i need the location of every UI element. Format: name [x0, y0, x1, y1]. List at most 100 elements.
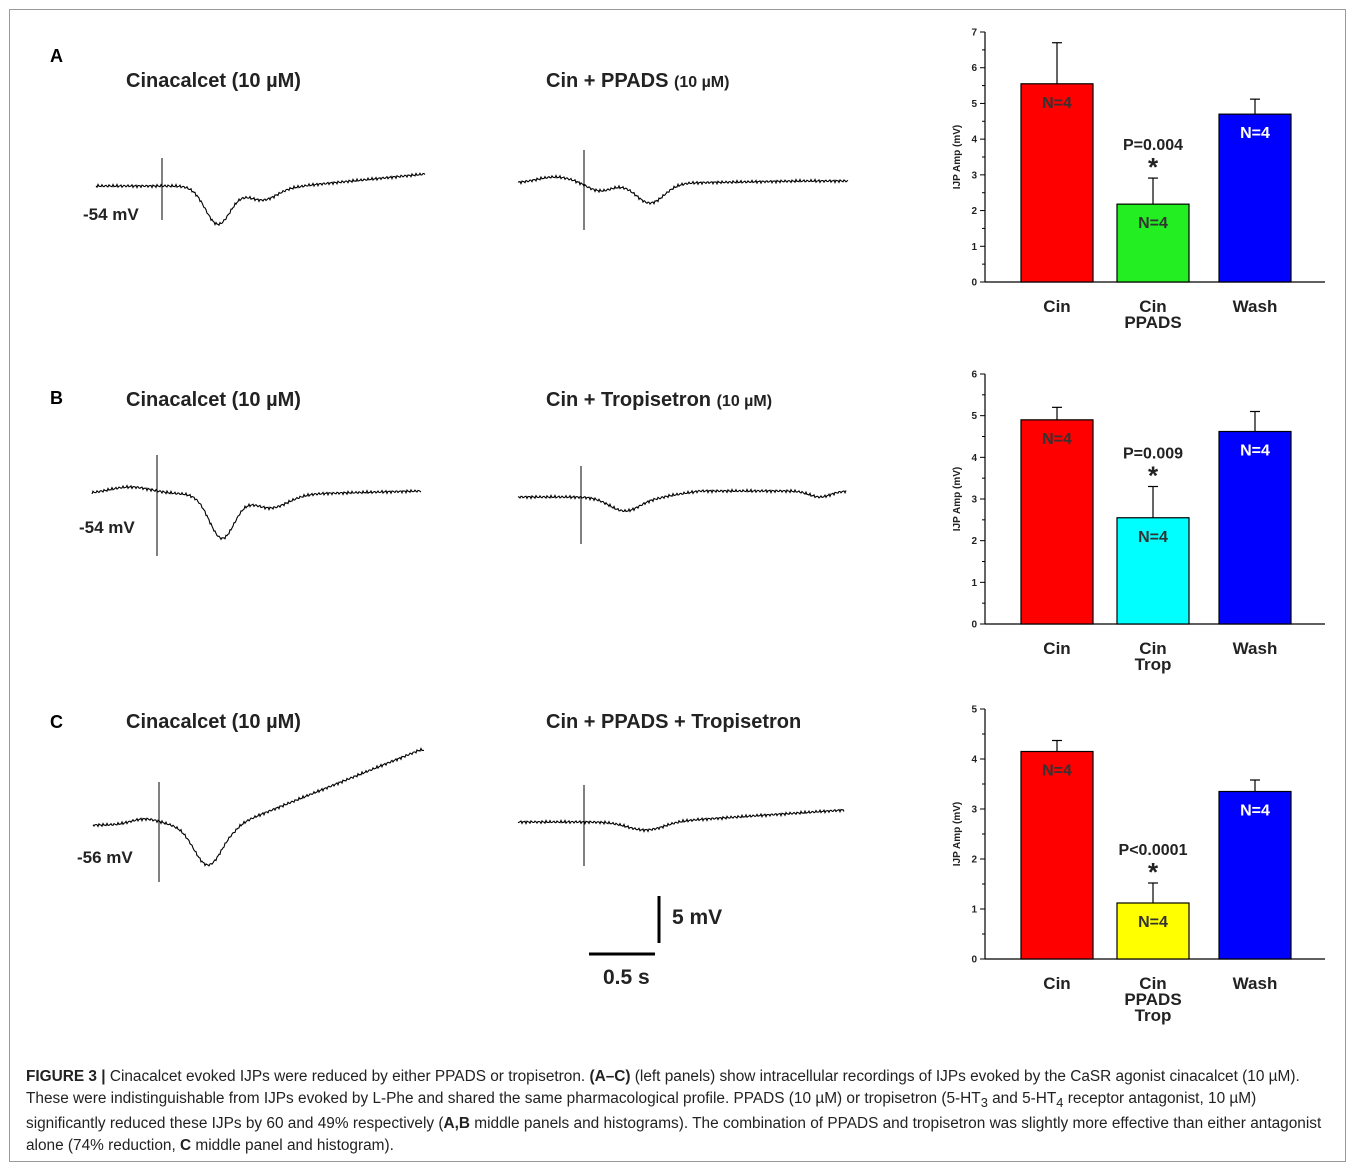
caption-sub-1: 3 — [980, 1094, 988, 1110]
chart-c-y-tick-label: 4 — [971, 755, 977, 766]
caption-text-3: and 5-HT — [987, 1089, 1057, 1107]
caption-text-5: middle panels and histograms). The combi… — [26, 1115, 1322, 1154]
trace-b-tropisetron — [517, 488, 847, 513]
chart-b-significance-star: * — [1148, 461, 1159, 491]
chart-a-n-label-2: N=4 — [1240, 125, 1270, 142]
caption-text-1: Cinacalcet evoked IJPs were reduced by e… — [105, 1068, 590, 1085]
chart-c-category-label-1: PPADS — [1124, 990, 1181, 1009]
chart-c-y-tick-label: 3 — [971, 805, 977, 816]
chart-b-n-label-1: N=4 — [1138, 529, 1168, 546]
chart-c-bar-1 — [1116, 902, 1190, 960]
chart-a-category-label-2: Wash — [1233, 297, 1278, 316]
panel-a-right-title: Cin + PPADS (10 µM) — [546, 70, 729, 93]
trace-a-ppads — [517, 174, 849, 206]
chart-b-y-tick-label: 4 — [971, 453, 977, 464]
trace-c-cinacalcet — [92, 747, 425, 867]
chart-a-bar-1 — [1116, 203, 1190, 283]
chart-a-p-value: P=0.004 — [1123, 137, 1183, 154]
caption-text-4: receptor antagonist, 10 µM) significantl… — [26, 1089, 1257, 1133]
chart-a-y-axis-label: IJP Amp (mV) — [952, 125, 963, 189]
chart-a-significance-star: * — [1148, 152, 1159, 182]
panel-a-right-title-conc: (10 µM) — [674, 74, 730, 91]
panel-c-right-title: Cin + PPADS + Tropisetron — [546, 711, 801, 734]
chart-c-y-tick-label: 2 — [971, 855, 977, 866]
panel-c-right-title-main: Cin + PPADS + Tropisetron — [546, 711, 802, 733]
chart-c-n-label-0: N=4 — [1042, 763, 1072, 780]
chart-b-category-label-1: Trop — [1135, 655, 1172, 674]
panel-label-b: B — [50, 388, 63, 408]
chart-b-y-tick-label: 1 — [971, 578, 977, 589]
panel-b-right-title-conc: (10 µM) — [716, 393, 773, 410]
chart-b-bar-2 — [1218, 430, 1292, 625]
panel-b-left-title: Cinacalcet (10 µM) — [126, 389, 301, 411]
chart-a-category-label-0: Cin — [1043, 297, 1070, 316]
caption-sub-2: 4 — [1056, 1094, 1064, 1110]
chart-b-y-tick-label: 5 — [971, 411, 977, 422]
figure-frame — [9, 9, 1346, 1162]
panel-c-left-title: Cinacalcet (10 µM) — [126, 711, 301, 733]
panel-b-right-title: Cin + Tropisetron (10 µM) — [546, 389, 772, 412]
trace-c-ppads-tropisetron — [517, 808, 845, 833]
chart-a-y-tick-label: 5 — [971, 99, 977, 110]
scale-bar-voltage-label: 5 mV — [672, 906, 723, 929]
chart-b-y-tick-label: 3 — [971, 495, 977, 506]
chart-c-n-label-1: N=4 — [1138, 914, 1168, 931]
chart-a-y-tick-label: 0 — [971, 278, 977, 289]
caption-bold-1: (A–C) — [589, 1068, 631, 1085]
scale-bar-time-label: 0.5 s — [603, 966, 650, 989]
chart-b-n-label-2: N=4 — [1240, 443, 1270, 460]
chart-c-y-tick-label: 0 — [971, 955, 977, 966]
chart-c-bar-0 — [1020, 750, 1094, 960]
panel-label-c: C — [50, 712, 63, 732]
chart-b-bar-0 — [1020, 419, 1094, 625]
panel-label-a: A — [50, 46, 63, 66]
chart-a-n-label-0: N=4 — [1042, 95, 1072, 112]
chart-b-p-value: P=0.009 — [1123, 446, 1183, 463]
chart-c-y-tick-label: 1 — [971, 905, 977, 916]
chart-b-category-label-0: Cin — [1043, 639, 1070, 658]
chart-c-significance-star: * — [1148, 857, 1159, 887]
trace-b-cinacalcet — [91, 484, 422, 541]
chart-c-n-label-2: N=4 — [1240, 803, 1270, 820]
chart-b-y-tick-label: 6 — [971, 370, 977, 381]
panel-a-right-title-main: Cin + PPADS — [546, 70, 669, 92]
chart-a-category-label-1: Cin — [1139, 297, 1166, 316]
chart-c-category-label-2: Wash — [1233, 974, 1278, 993]
chart-a-y-tick-label: 1 — [971, 242, 977, 253]
chart-b-n-label-0: N=4 — [1042, 431, 1072, 448]
caption-text-6: middle panel and histogram). — [191, 1136, 394, 1154]
trace-a-cinacalcet — [95, 172, 426, 227]
chart-a-y-tick-label: 3 — [971, 170, 977, 181]
panel-c-membrane-potential: -56 mV — [77, 848, 133, 867]
chart-c-category-label-1: Cin — [1139, 974, 1166, 993]
panel-b-right-title-main: Cin + Tropisetron — [546, 389, 712, 411]
chart-c-category-label-1: Trop — [1135, 1006, 1172, 1025]
chart-a-y-tick-label: 2 — [971, 206, 977, 217]
panel-a-left-title: Cinacalcet (10 µM) — [126, 70, 301, 92]
chart-a-bar-2 — [1218, 113, 1292, 283]
caption-bold-3: C — [180, 1136, 192, 1154]
chart-a-y-tick-label: 6 — [971, 63, 977, 74]
chart-a-bar-0 — [1020, 83, 1094, 283]
caption-text-2: (left panels) show intracellular recordi… — [26, 1068, 1300, 1107]
scale-bar — [589, 896, 661, 956]
chart-b-category-label-2: Wash — [1233, 639, 1278, 658]
caption-bold-2: A,B — [443, 1115, 470, 1133]
chart-a-n-label-1: N=4 — [1138, 215, 1168, 232]
chart-a-category-label-1: PPADS — [1124, 313, 1181, 332]
chart-a-y-tick-label: 4 — [971, 135, 977, 146]
chart-b-y-axis-label: IJP Amp (mV) — [952, 467, 963, 531]
caption-figure-label: FIGURE 3 | — [26, 1068, 106, 1085]
chart-b-bar-1 — [1116, 517, 1190, 625]
chart-c-p-value: P<0.0001 — [1119, 842, 1188, 859]
chart-c-category-label-0: Cin — [1043, 974, 1070, 993]
chart-b-y-tick-label: 2 — [971, 536, 977, 547]
chart-a-y-tick-label: 7 — [971, 28, 977, 39]
chart-c-y-tick-label: 5 — [971, 705, 977, 716]
chart-b-y-tick-label: 0 — [971, 620, 977, 631]
figure-caption: FIGURE 3 | Cinacalcet evoked IJPs were r… — [26, 1066, 1331, 1156]
